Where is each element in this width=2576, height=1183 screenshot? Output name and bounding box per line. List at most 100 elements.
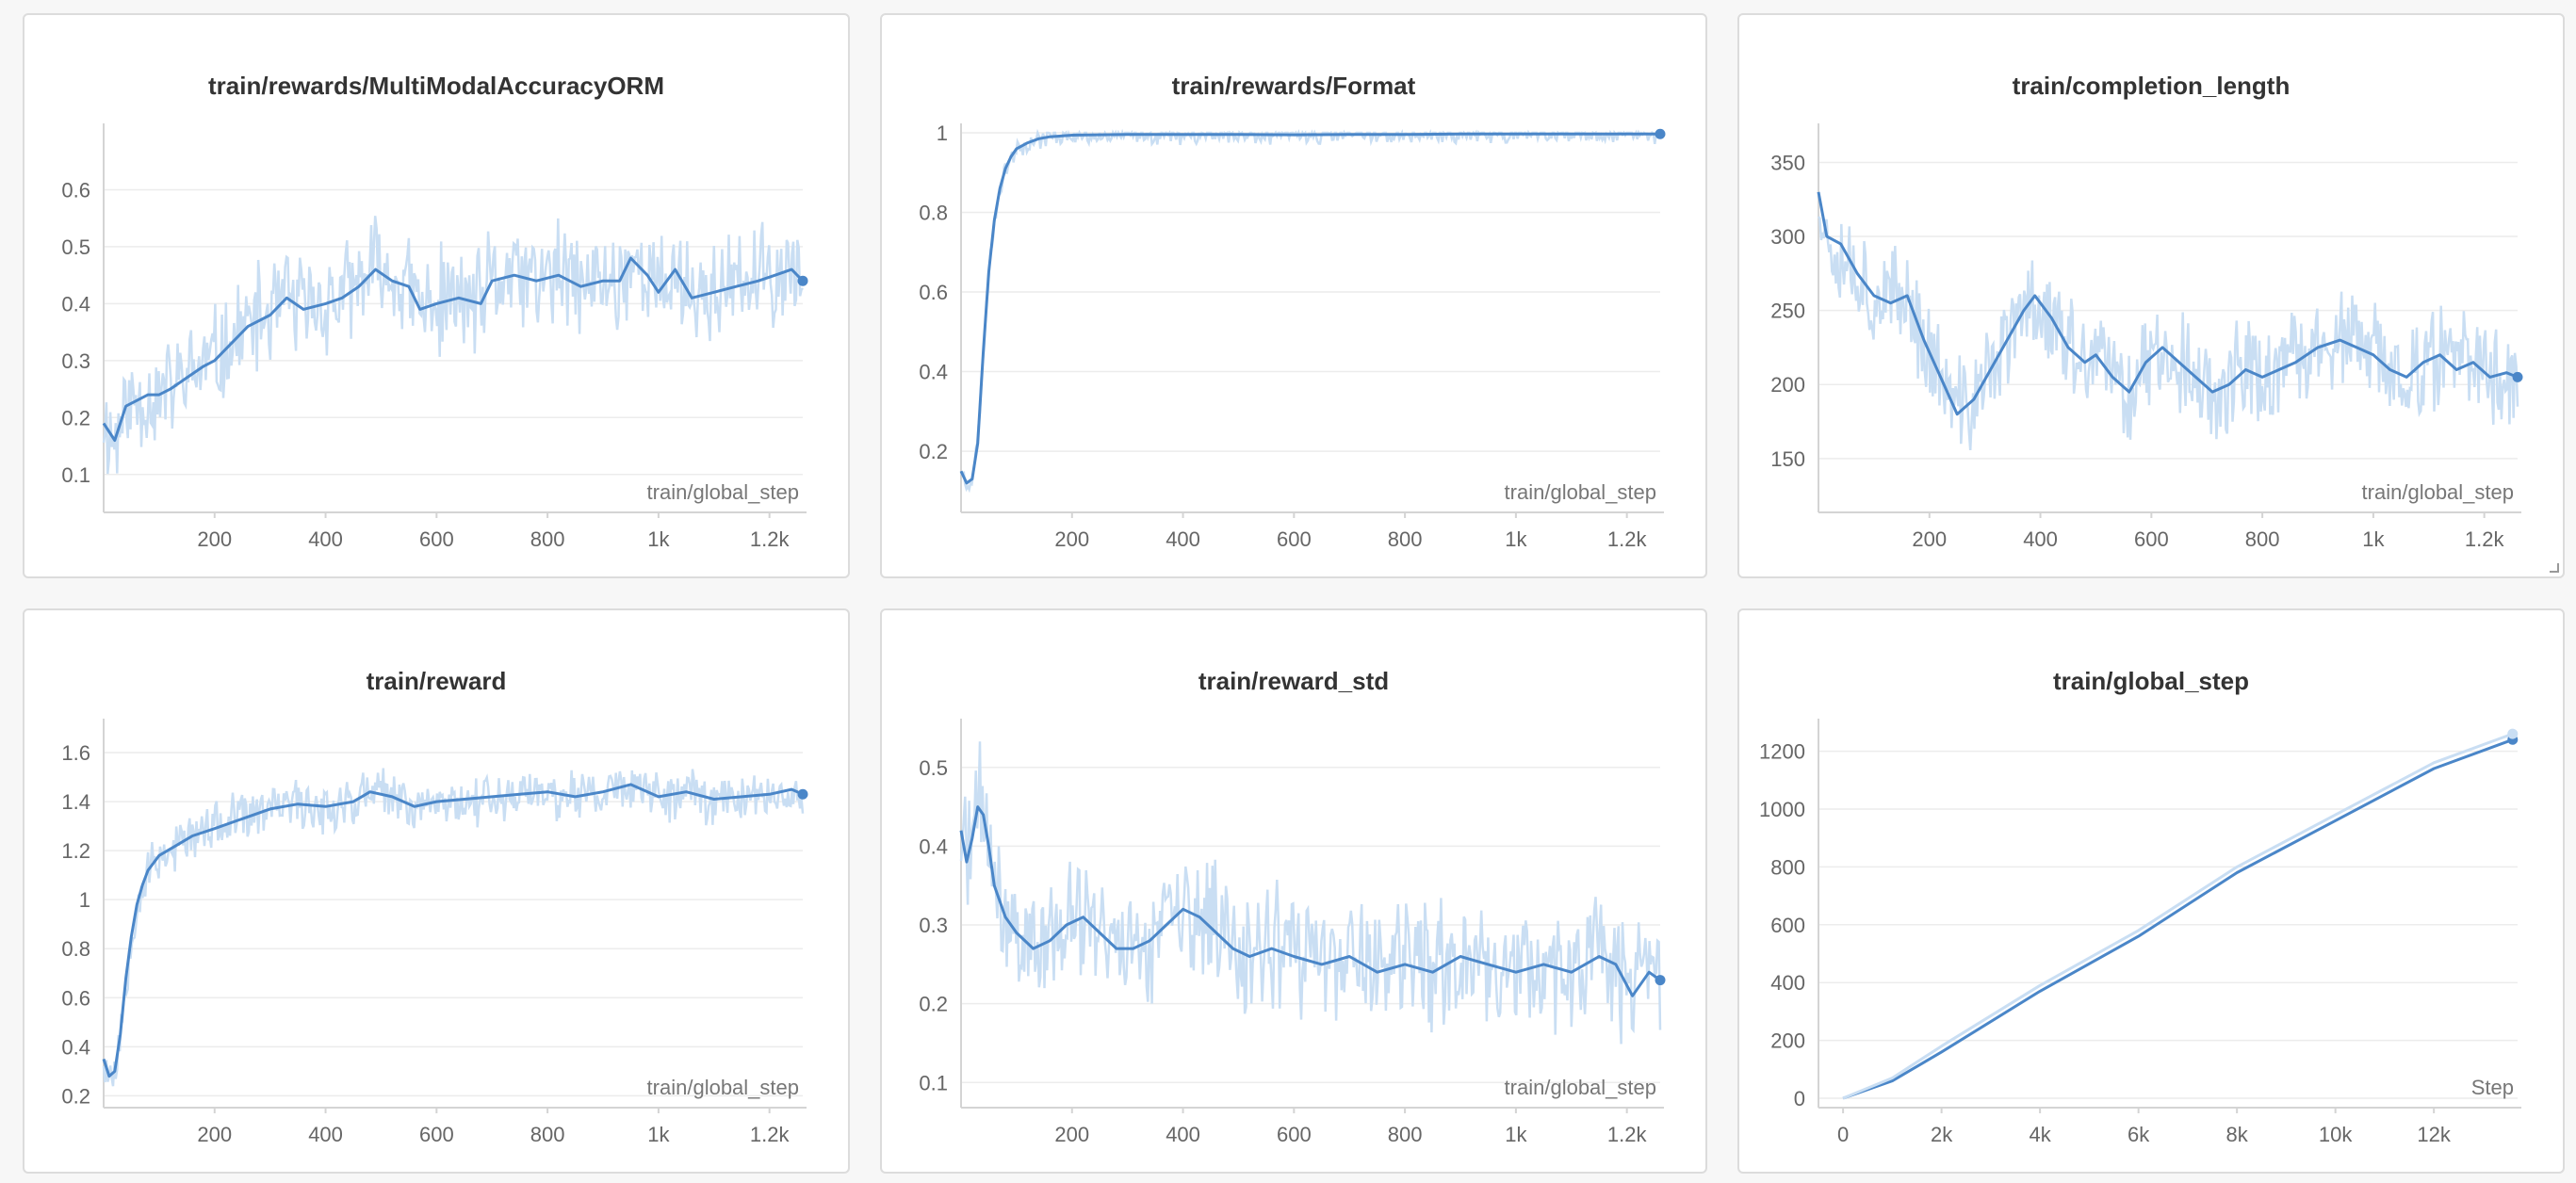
x-tick-label: 0 bbox=[1837, 1123, 1849, 1146]
y-tick-label: 1 bbox=[79, 888, 90, 912]
y-tick-label: 200 bbox=[1770, 373, 1805, 397]
chart-panel-format-reward[interactable]: train/rewards/Format 0.2 0.4 0.6 0.8 1 200 400… bbox=[880, 13, 1707, 578]
smoothed-series-line bbox=[1817, 191, 2519, 416]
x-tick-label: 1.2k bbox=[750, 1123, 791, 1146]
x-axis-title: train/global_step bbox=[1505, 1076, 1656, 1099]
x-tick-label: 1k bbox=[647, 527, 670, 551]
x-tick-label: 200 bbox=[197, 527, 232, 551]
x-tick-label: 400 bbox=[308, 1123, 343, 1146]
raw-series-line bbox=[959, 128, 1662, 494]
y-tick-label: 0.6 bbox=[61, 986, 90, 1010]
x-tick-label: 800 bbox=[2245, 527, 2280, 551]
series-end-point bbox=[1655, 975, 1666, 986]
chart-canvas[interactable]: 0.1 0.2 0.3 0.4 0.5 200 400 600 800 1k 1.2k train/g… bbox=[882, 610, 1709, 1175]
x-tick-label: 1k bbox=[2362, 527, 2385, 551]
x-tick-label: 6k bbox=[2128, 1123, 2150, 1146]
y-tick-label: 0.2 bbox=[919, 440, 948, 463]
y-tick-label: 0.4 bbox=[61, 1035, 90, 1059]
y-tick-label: 0.2 bbox=[919, 993, 948, 1016]
x-tick-label: 1.2k bbox=[2465, 527, 2505, 551]
x-tick-label: 600 bbox=[1277, 1123, 1312, 1146]
y-tick-label: 350 bbox=[1770, 151, 1805, 174]
y-tick-label: 1.6 bbox=[61, 741, 90, 765]
series-end-point bbox=[1655, 128, 1666, 139]
x-tick-label: 200 bbox=[1054, 1123, 1089, 1146]
y-tick-label: 0.4 bbox=[919, 835, 948, 858]
series-end-point bbox=[2507, 728, 2519, 739]
smoothed-series-line bbox=[1842, 737, 2514, 1100]
y-tick-label: 0.3 bbox=[919, 914, 948, 937]
x-tick-label: 1k bbox=[1505, 527, 1527, 551]
x-tick-label: 12k bbox=[2417, 1123, 2451, 1146]
chart-title: train/rewards/Format bbox=[1171, 72, 1416, 100]
y-tick-label: 1.4 bbox=[61, 790, 90, 814]
x-tick-label: 200 bbox=[1054, 527, 1089, 551]
chart-panel-reward[interactable]: train/reward 0.2 0.4 0.6 0.8 1 1.2 1.4 1.6 200 40… bbox=[23, 608, 850, 1174]
x-tick-label: 600 bbox=[419, 1123, 454, 1146]
y-tick-label: 0.5 bbox=[61, 235, 90, 259]
x-tick-label: 600 bbox=[1277, 527, 1312, 551]
raw-series-line bbox=[102, 216, 804, 475]
y-tick-label: 0.6 bbox=[919, 281, 948, 304]
chart-panel-completion-length[interactable]: train/completion_length 150 200 250 300 350 2… bbox=[1737, 13, 2565, 578]
y-tick-label: 1.2 bbox=[61, 839, 90, 863]
x-tick-label: 2k bbox=[1931, 1123, 1953, 1146]
y-tick-label: 0.2 bbox=[61, 1084, 90, 1108]
resize-handle-icon[interactable] bbox=[2550, 563, 2559, 573]
y-tick-label: 1200 bbox=[1759, 740, 1805, 764]
smoothed-series-line bbox=[959, 132, 1660, 485]
chart-canvas[interactable]: 0.2 0.4 0.6 0.8 1 1.2 1.4 1.6 200 400 600 800 1k 1.2k… bbox=[24, 610, 852, 1175]
x-tick-label: 1k bbox=[647, 1123, 670, 1146]
x-tick-label: 400 bbox=[1166, 1123, 1200, 1146]
x-tick-label: 800 bbox=[530, 1123, 565, 1146]
y-tick-label: 0.8 bbox=[61, 937, 90, 961]
chart-panel-reward-std[interactable]: train/reward_std 0.1 0.2 0.3 0.4 0.5 200 400 60… bbox=[880, 608, 1707, 1174]
y-tick-label: 200 bbox=[1770, 1029, 1805, 1053]
x-tick-label: 200 bbox=[1912, 527, 1947, 551]
y-tick-label: 1 bbox=[937, 122, 948, 145]
series-end-point bbox=[2512, 371, 2523, 382]
y-tick-label: 0.6 bbox=[61, 178, 90, 202]
chart-canvas[interactable]: 0.2 0.4 0.6 0.8 1 200 400 600 800 1k 1.2k train/glo… bbox=[882, 15, 1709, 580]
raw-series-line bbox=[959, 741, 1662, 1045]
y-tick-label: 0.4 bbox=[61, 292, 90, 316]
x-tick-label: 4k bbox=[2030, 1123, 2052, 1146]
y-tick-label: 250 bbox=[1770, 300, 1805, 323]
x-axis-title: train/global_step bbox=[2362, 480, 2514, 504]
x-tick-label: 400 bbox=[2023, 527, 2058, 551]
x-tick-label: 1.2k bbox=[1607, 1123, 1648, 1146]
x-tick-label: 1k bbox=[1505, 1123, 1527, 1146]
y-tick-label: 600 bbox=[1770, 914, 1805, 937]
x-axis-title: train/global_step bbox=[1505, 480, 1656, 504]
x-tick-label: 400 bbox=[1166, 527, 1200, 551]
ghost-series-line bbox=[1842, 732, 2514, 1100]
y-tick-label: 0.5 bbox=[919, 756, 948, 780]
x-tick-label: 800 bbox=[530, 527, 565, 551]
y-tick-label: 0 bbox=[1794, 1087, 1805, 1110]
smoothed-series-line bbox=[102, 783, 804, 1078]
chart-title: train/reward bbox=[366, 667, 507, 695]
x-tick-label: 600 bbox=[2134, 527, 2169, 551]
y-tick-label: 0.1 bbox=[919, 1071, 948, 1094]
y-tick-label: 300 bbox=[1770, 225, 1805, 249]
chart-title: train/reward_std bbox=[1198, 667, 1390, 695]
x-tick-label: 400 bbox=[308, 527, 343, 551]
x-axis-title: train/global_step bbox=[647, 480, 799, 504]
chart-canvas[interactable]: 0 200 400 600 800 1000 1200 0 2k 4k 6k 8k 10k 12k Step bbox=[1739, 610, 2567, 1175]
x-tick-label: 8k bbox=[2226, 1123, 2249, 1146]
raw-series-line bbox=[102, 768, 805, 1087]
chart-title: train/completion_length bbox=[2012, 72, 2291, 100]
chart-panel-global-step[interactable]: train/global_step 0 200 400 600 800 1000 1200 0… bbox=[1737, 608, 2565, 1174]
y-tick-label: 400 bbox=[1770, 971, 1805, 995]
x-tick-label: 10k bbox=[2319, 1123, 2353, 1146]
y-tick-label: 150 bbox=[1770, 447, 1805, 471]
x-tick-label: 1.2k bbox=[1607, 527, 1648, 551]
smoothed-series-line bbox=[102, 256, 805, 442]
smoothed-series-line bbox=[959, 805, 1661, 997]
chart-title: train/global_step bbox=[2052, 667, 2250, 695]
chart-canvas[interactable]: 150 200 250 300 350 200 400 600 800 1k 1.2k train/g… bbox=[1739, 15, 2567, 580]
chart-panel-multimodal-accuracy[interactable]: train/rewards/MultiModalAccuracyORM 0.1 0… bbox=[23, 13, 850, 578]
y-tick-label: 0.1 bbox=[61, 463, 90, 487]
x-axis-title: Step bbox=[2471, 1076, 2514, 1099]
